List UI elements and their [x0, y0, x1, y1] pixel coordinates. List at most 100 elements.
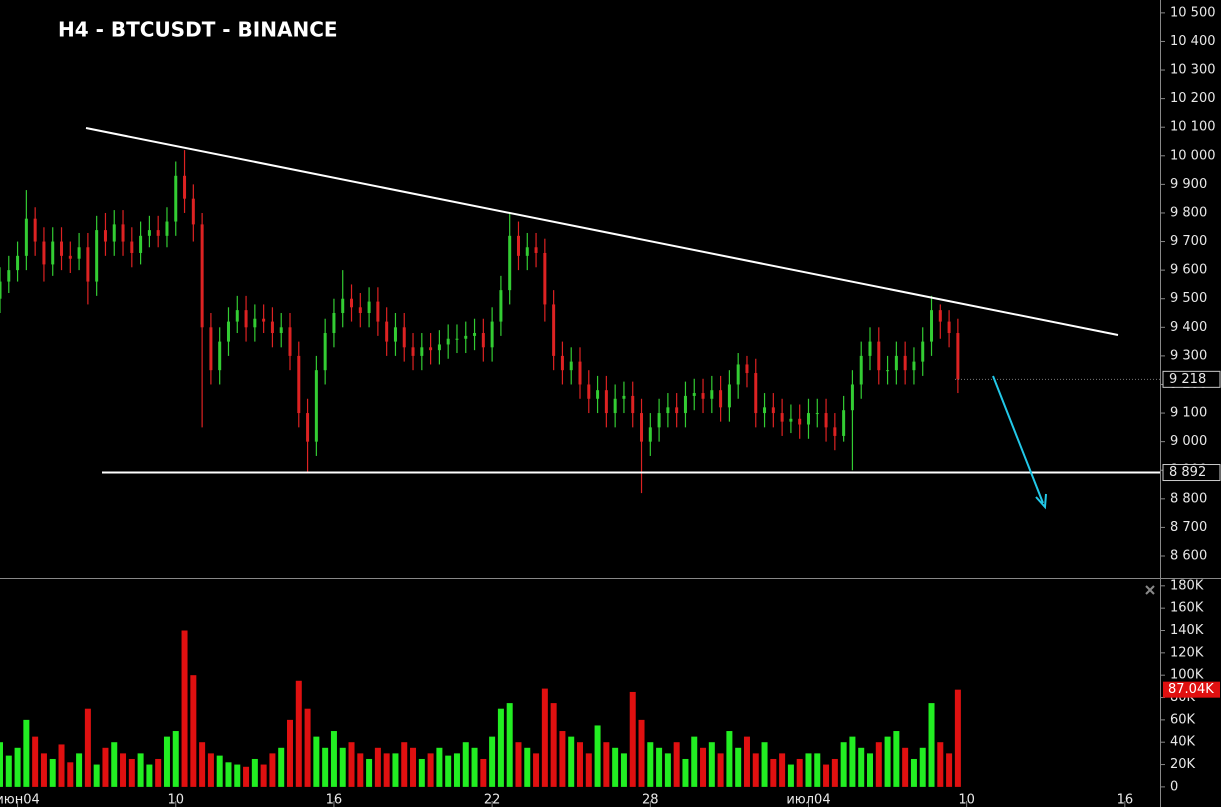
y-tick-label: 9 700	[1170, 234, 1207, 249]
volume-bar	[743, 736, 750, 787]
candle-body	[51, 241, 55, 265]
y-tick-label: 9 400	[1170, 320, 1207, 335]
volume-bar	[216, 755, 223, 787]
volume-bar	[269, 753, 276, 787]
candle-body	[16, 255, 20, 271]
volume-bar	[58, 744, 65, 787]
price-marker-label: 9 218	[1169, 372, 1206, 387]
volume-bar	[322, 747, 329, 787]
y-tick-label: 10 200	[1170, 91, 1216, 106]
candle-body	[191, 198, 195, 225]
volume-bar	[656, 747, 663, 787]
volume-bar	[76, 753, 83, 787]
candle-body	[648, 427, 652, 442]
candle-body	[481, 333, 485, 348]
candle-body	[473, 333, 477, 336]
candle-body	[859, 355, 863, 385]
candle-body	[350, 298, 354, 308]
candle-body	[209, 327, 213, 371]
candle-body	[235, 310, 239, 322]
candle-body	[534, 247, 538, 253]
candle-body	[833, 427, 837, 436]
volume-bar	[594, 725, 601, 787]
candle-body	[226, 321, 230, 342]
volume-bar	[840, 742, 847, 787]
close-button[interactable]	[1145, 585, 1155, 595]
volume-bar	[550, 703, 557, 787]
volume-marker	[1163, 681, 1220, 698]
candle-body	[7, 270, 11, 282]
candle-body	[683, 395, 687, 414]
volume-bar	[401, 742, 408, 787]
volume-bar	[858, 747, 865, 787]
volume-bar	[524, 747, 531, 787]
price-marker	[1162, 370, 1221, 388]
y-tick-label: 9 100	[1170, 406, 1207, 421]
volume-bar	[287, 719, 293, 787]
volume-bar	[374, 747, 381, 787]
y-tick-label: 10 100	[1170, 120, 1216, 135]
candle-body	[156, 230, 160, 236]
candle-body	[727, 384, 731, 408]
candle-body	[165, 221, 169, 236]
y-tick-label: 9 000	[1170, 434, 1207, 449]
y-tick-label: 9 600	[1170, 263, 1207, 278]
trend-line	[85, 127, 1119, 336]
candle-body	[253, 318, 257, 328]
volume-bar	[225, 762, 232, 787]
y-tick-label: 8 600	[1170, 548, 1207, 563]
volume-bar	[629, 691, 636, 787]
candle-body	[358, 307, 362, 314]
volume-bar	[814, 753, 821, 787]
volume-bar	[620, 753, 627, 787]
candle-body	[0, 281, 2, 299]
candle-body	[437, 344, 441, 351]
volume-bar	[120, 753, 127, 787]
candle-body	[200, 224, 204, 328]
price-marker-label: 8 892	[1169, 465, 1206, 480]
candle-body	[754, 373, 758, 414]
candle-body	[367, 301, 371, 314]
candle-body	[429, 347, 433, 351]
candle-body	[33, 218, 37, 242]
candle-body	[244, 310, 248, 328]
volume-bar	[128, 758, 135, 787]
x-tick-label: июл04	[786, 793, 830, 807]
volume-bar	[418, 758, 425, 787]
candle-body	[947, 321, 951, 334]
candle-body	[314, 370, 318, 442]
volume-bar	[49, 758, 56, 787]
y-tick-label: 9 900	[1170, 177, 1207, 192]
candle-body	[930, 310, 934, 342]
close-icon[interactable]	[1145, 585, 1155, 595]
volume-bar	[32, 736, 39, 787]
candle-body	[525, 247, 529, 256]
volume-bar	[0, 742, 3, 787]
candle-body	[68, 255, 72, 259]
volume-bar	[823, 764, 830, 787]
y-tick-label: 60K	[1170, 712, 1196, 727]
candle-body	[218, 341, 222, 371]
y-tick-label: 10 300	[1170, 63, 1216, 78]
price-marker	[1162, 464, 1221, 482]
candle-body	[921, 341, 925, 362]
volume-bar	[954, 689, 961, 787]
volume-bar	[339, 747, 346, 787]
candle-body	[490, 321, 494, 348]
volume-bar	[946, 753, 953, 787]
candle-body	[912, 361, 916, 371]
candle-body	[393, 327, 397, 342]
candle-body	[464, 335, 468, 339]
candle-body	[95, 230, 99, 282]
y-tick-label: 160K	[1170, 601, 1204, 616]
candle-body	[279, 327, 283, 334]
candle-body	[262, 318, 266, 322]
candle-body	[657, 413, 661, 428]
candle-body	[183, 175, 187, 199]
candle-body	[323, 333, 327, 371]
volume-bar	[251, 758, 258, 787]
y-tick-label: 9 800	[1170, 205, 1207, 220]
candle-body	[815, 413, 819, 415]
candle-body	[297, 355, 301, 414]
